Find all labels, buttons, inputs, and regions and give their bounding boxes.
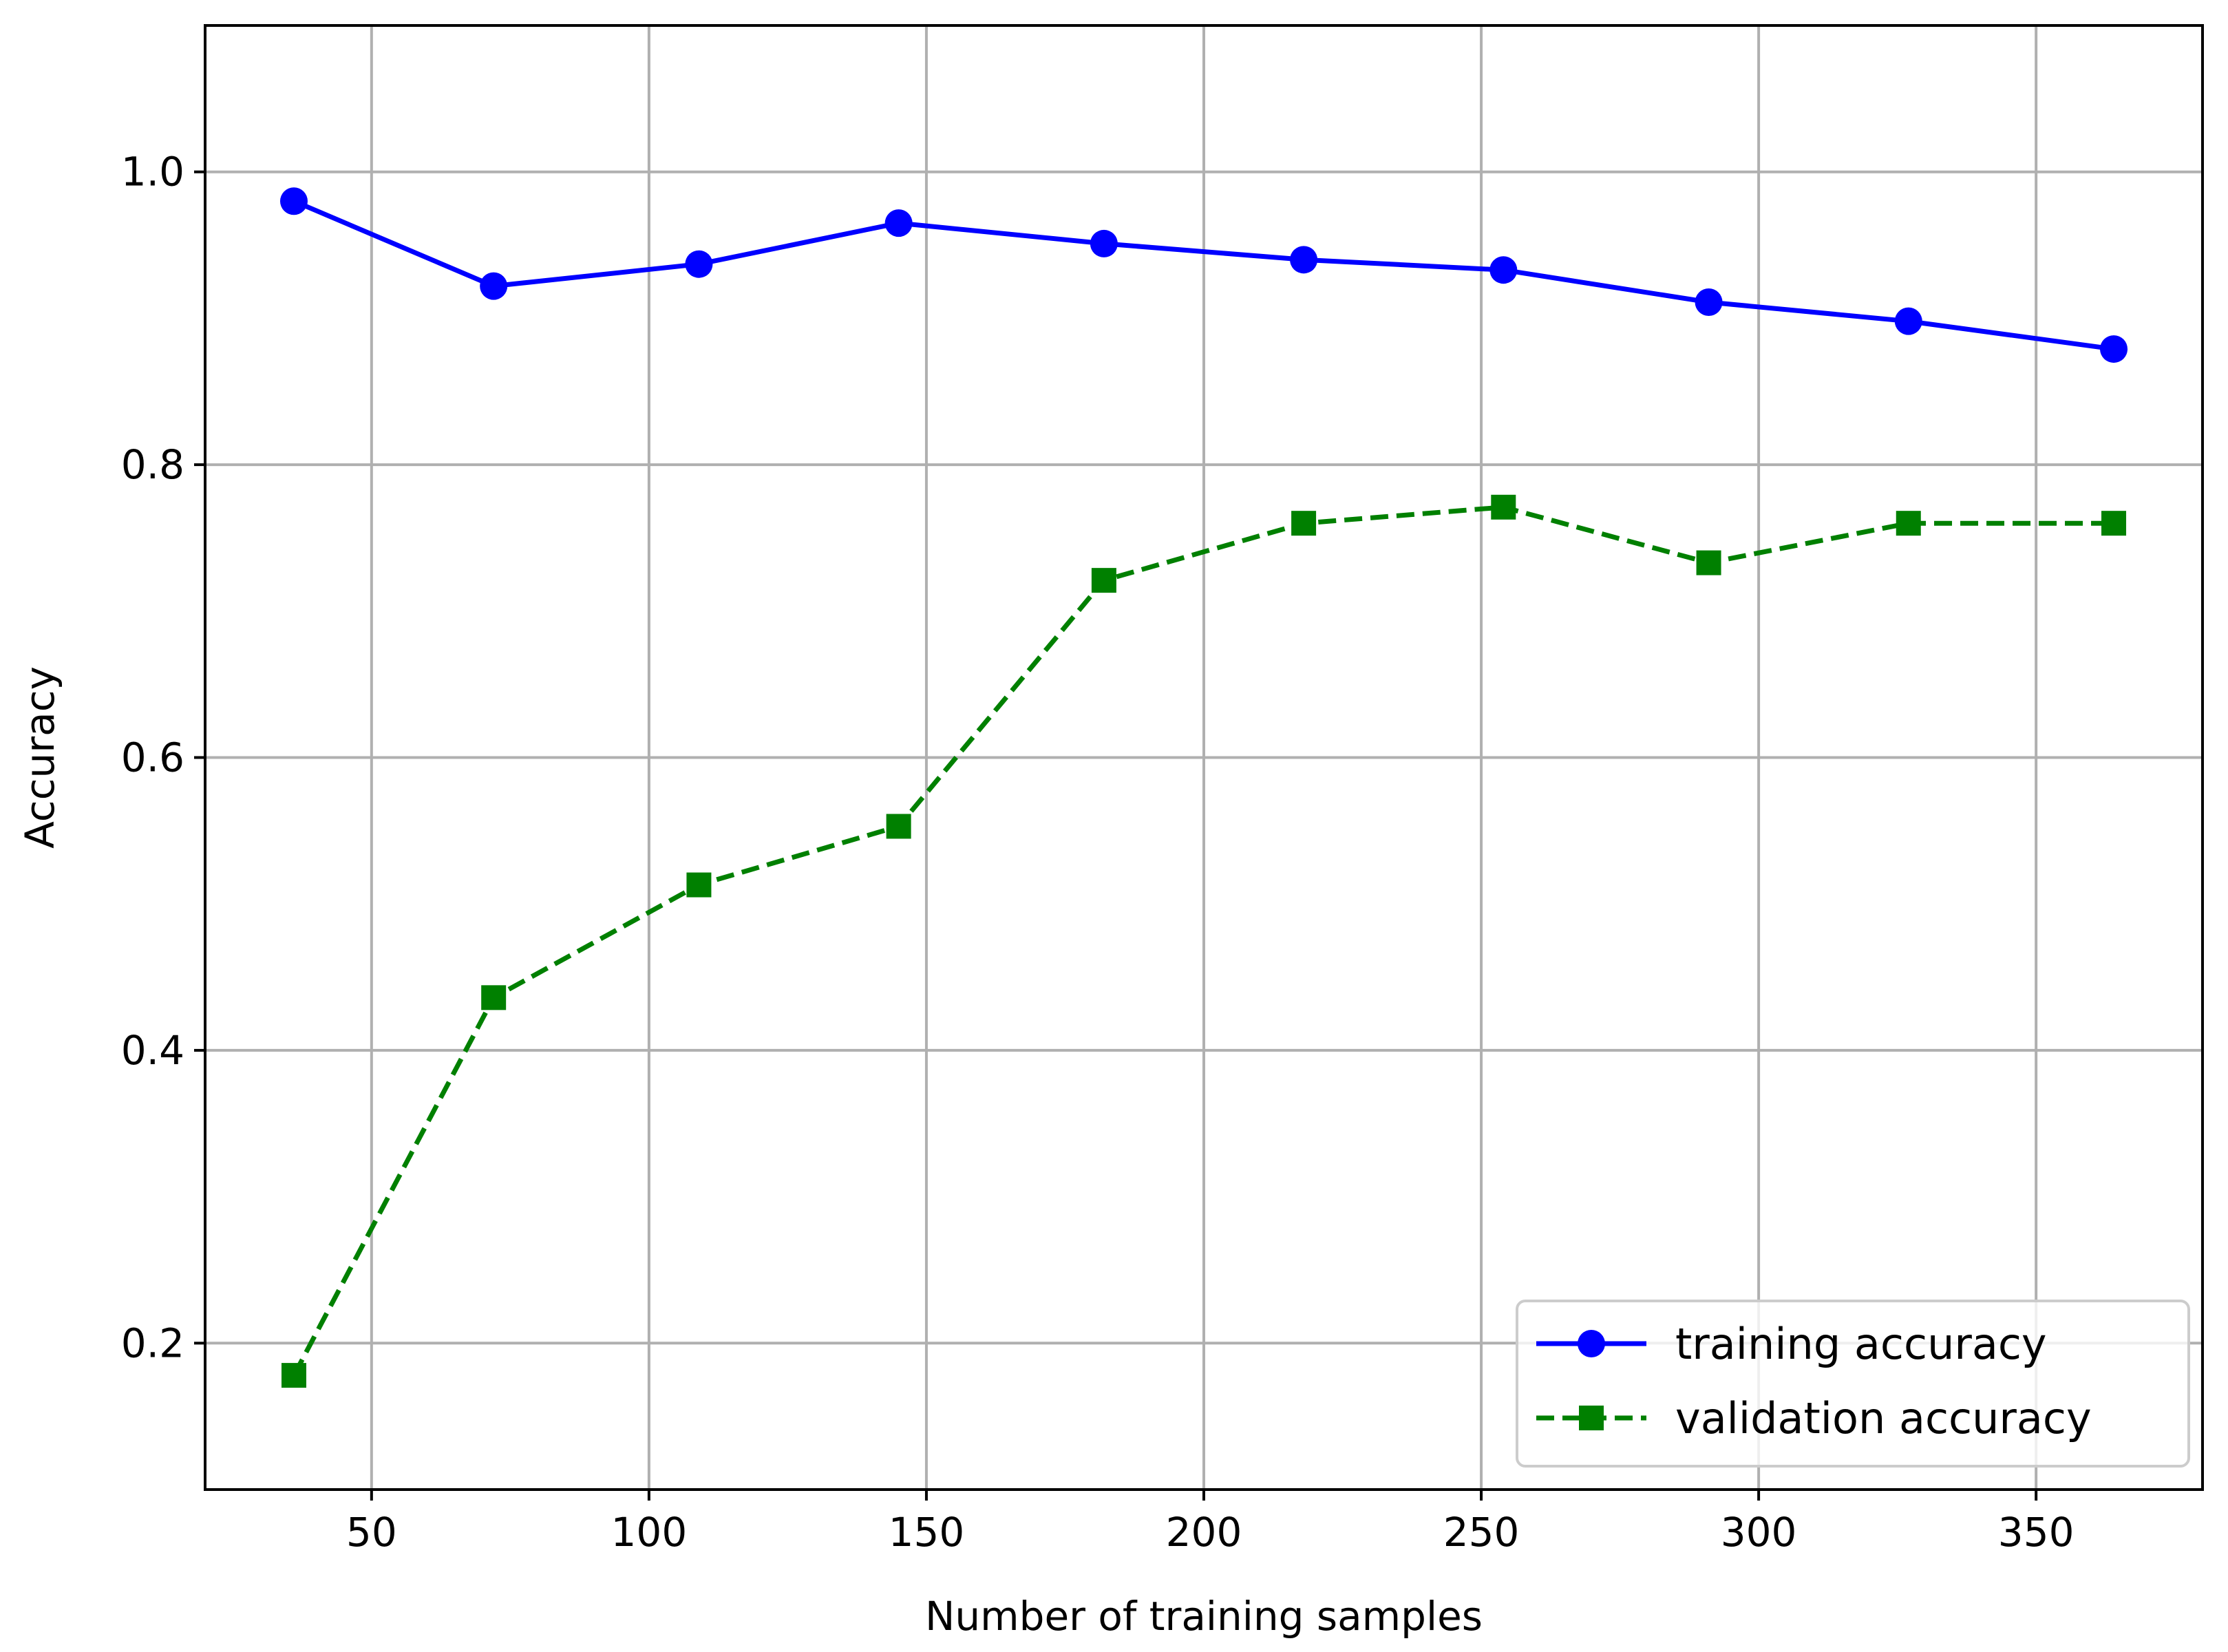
x-tick-label: 100 [611,1509,688,1556]
legend-label: validation accuracy [1675,1393,2092,1443]
data-point [1091,568,1116,593]
data-point [1291,511,1317,536]
series-2 [281,494,2127,1388]
data-point [2100,335,2128,363]
x-tick-label: 350 [1998,1509,2075,1556]
legend-box [1516,1300,2190,1468]
data-point [1696,550,1721,575]
data-point [1491,494,1516,520]
legend-entries: training accuracy validation accuracy [1536,1319,2092,1443]
data-point [279,187,308,215]
data-point [1894,307,1922,335]
tick-layer: 50 100 150 200 250 300 350 0.2 0.4 0.6 0.8 1.0 [121,149,2075,1556]
x-tick-label: 300 [1721,1509,1797,1556]
legend: training accuracy validation accuracy [1516,1300,2190,1468]
data-point [685,250,713,278]
data-point [480,272,508,300]
data-point [1090,229,1118,257]
data-point [2101,511,2127,536]
series-line [293,198,2114,352]
y-tick-label: 1.0 [121,149,184,195]
data-point [1896,511,1921,536]
x-tick-label: 250 [1443,1509,1520,1556]
y-tick-label: 0.2 [121,1320,184,1366]
data-point [686,872,712,898]
x-tick-label: 150 [889,1509,965,1556]
data-point [481,985,507,1010]
data-point [886,814,911,839]
data-point [1290,246,1318,274]
series-1 [279,187,2128,363]
legend-marker [1579,1406,1604,1430]
legend-marker [1578,1330,1605,1357]
legend-label: training accuracy [1675,1319,2047,1369]
series-line [291,505,2114,1377]
data-point [884,209,913,237]
y-axis-title: Accuracy [17,666,63,849]
x-tick-label: 50 [346,1509,397,1556]
data-point [1489,256,1518,284]
series-layer [279,187,2128,1388]
data-point [281,1363,306,1388]
y-tick-label: 0.6 [121,734,184,781]
legend-entry: training accuracy [1536,1319,2047,1369]
x-tick-label: 200 [1166,1509,1242,1556]
grid-layer [205,25,2203,1490]
x-axis-title: Number of training samples [925,1593,1483,1640]
legend-entry: validation accuracy [1536,1393,2092,1443]
y-tick-label: 0.4 [121,1027,184,1074]
y-tick-label: 0.8 [121,441,184,488]
data-point [1695,288,1723,317]
